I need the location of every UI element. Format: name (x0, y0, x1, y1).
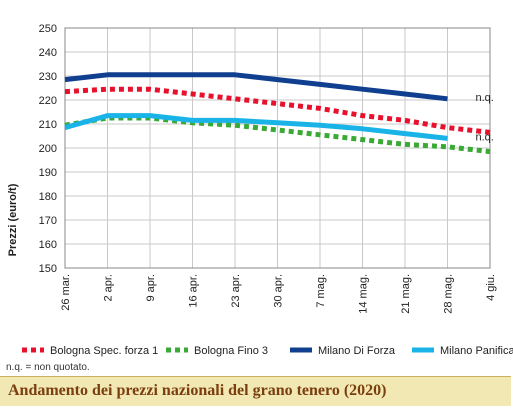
legend-label: Bologna Spec. forza 1 (50, 345, 158, 357)
y-tick-label: 160 (39, 239, 57, 251)
x-tick-label: 9 apr. (145, 274, 157, 302)
plot-border (64, 27, 491, 269)
y-tick-label: 200 (39, 143, 57, 155)
y-tick-label: 150 (39, 263, 57, 275)
legend-label: Bologna Fino 3 (194, 345, 268, 357)
y-tick-label: 180 (39, 191, 57, 203)
y-tick-label: 250 (39, 23, 57, 35)
y-axis-label: Prezzi (euro/t) (7, 183, 19, 256)
y-tick-label: 170 (39, 215, 57, 227)
chart: 150 160 170 180 190 200 210 220 230 240 250 26 mar… (7, 23, 513, 357)
annotations: n.q. n.q. (476, 92, 494, 144)
x-tick-label: 26 mar. (60, 274, 72, 311)
legend-label: Milano Di Forza (318, 345, 396, 357)
x-tick-label: 23 apr. (230, 274, 242, 308)
x-tick-label: 2 apr. (103, 274, 115, 302)
x-tick-label: 21 mag. (400, 274, 412, 314)
caption-bar: Andamento dei prezzi nazionali del grano… (0, 376, 511, 406)
annotation-label: n.q. (476, 131, 494, 143)
chart-title: Andamento dei prezzi nazionali del grano… (8, 382, 387, 399)
x-tick-label: 28 mag. (443, 274, 455, 314)
y-tick-label: 210 (39, 119, 57, 131)
series-line (64, 72, 448, 102)
grid (64, 27, 491, 269)
x-axis-ticks: 26 mar. 2 apr. 9 apr. 16 apr. 23 apr. 30 apr.… (60, 274, 497, 314)
series-line (64, 113, 448, 141)
x-tick-label: 4 giu. (485, 274, 497, 301)
y-tick-label: 240 (39, 47, 57, 59)
y-tick-label: 190 (39, 167, 57, 179)
y-tick-label: 230 (39, 71, 57, 83)
y-tick-label: 220 (39, 95, 57, 107)
annotation-label: n.q. (476, 92, 494, 104)
x-tick-label: 14 mag. (358, 274, 370, 314)
series-lines (64, 72, 491, 155)
x-tick-label: 30 apr. (273, 274, 285, 308)
legend-label: Milano Panificabile (440, 345, 513, 357)
legend: Bologna Spec. forza 1 Bologna Fino 3 Milan… (22, 345, 513, 357)
y-axis-ticks: 150 160 170 180 190 200 210 220 230 240 250 (39, 23, 57, 275)
footnote: n.q. = non quotato. (6, 362, 90, 373)
x-tick-label: 7 mag. (315, 274, 327, 308)
x-tick-label: 16 apr. (188, 274, 200, 308)
